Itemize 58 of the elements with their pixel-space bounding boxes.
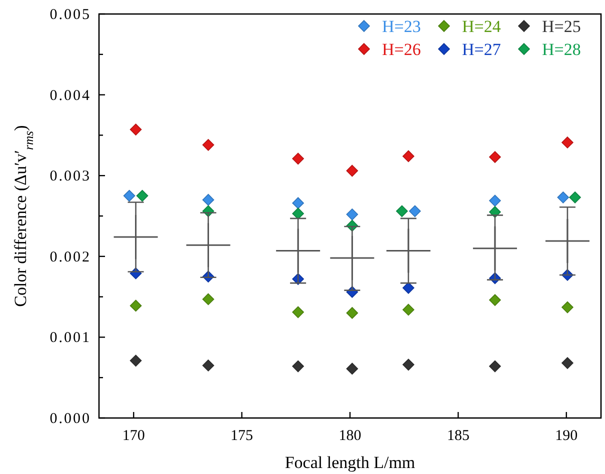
point: [330, 236, 374, 280]
point: [402, 304, 414, 316]
y-tick-label: 0.005: [50, 7, 91, 23]
point: [130, 300, 142, 312]
point: [472, 226, 517, 270]
point: [562, 357, 574, 369]
point: [202, 138, 214, 151]
point: [396, 205, 408, 218]
point: [346, 164, 358, 177]
point: [346, 307, 358, 319]
point: [489, 294, 501, 306]
legend-label: H=24: [462, 17, 502, 36]
point: [114, 215, 158, 260]
y-tick-label: 0.002: [50, 249, 91, 266]
point: [130, 354, 142, 367]
x-tick-label: 185: [446, 428, 470, 444]
point: [346, 208, 358, 220]
point: [562, 301, 574, 314]
point: [292, 306, 304, 318]
y-tick-label: 0.000: [50, 411, 91, 427]
x-tick-label: 170: [122, 428, 145, 444]
point: [402, 358, 414, 371]
point: [402, 150, 414, 162]
point: [292, 360, 304, 372]
point: [292, 152, 304, 165]
y-tick-label: 0.004: [50, 88, 91, 104]
x-tick-label: 175: [230, 428, 254, 444]
legend-label: H=26: [382, 40, 421, 59]
point: [489, 360, 501, 372]
legend-label: H=25: [542, 17, 581, 36]
x-tick-label: 190: [555, 428, 578, 444]
legend-label: H=28: [542, 40, 581, 59]
point: [202, 360, 214, 372]
legend-label: H=23: [382, 17, 421, 36]
x-tick-label: 180: [338, 428, 362, 444]
point: [557, 192, 570, 204]
point: [545, 219, 590, 264]
point: [562, 136, 574, 148]
point: [186, 223, 230, 268]
point: [292, 197, 304, 209]
point: [292, 208, 304, 220]
point: [489, 194, 501, 207]
y-tick-label: 0.001: [50, 330, 91, 346]
y-tick-label: 0.003: [50, 168, 91, 185]
point: [409, 205, 421, 218]
point: [136, 190, 148, 202]
point: [569, 192, 581, 204]
point: [386, 228, 430, 273]
point: [202, 194, 214, 206]
point: [130, 124, 142, 136]
point: [276, 228, 320, 273]
point: [489, 151, 501, 163]
point: [202, 293, 214, 306]
point: [402, 282, 414, 294]
point: [346, 362, 358, 375]
point: [123, 190, 136, 202]
legend-label: H=27: [462, 40, 502, 59]
x-axis-title: Focal length L/mm: [284, 453, 416, 472]
